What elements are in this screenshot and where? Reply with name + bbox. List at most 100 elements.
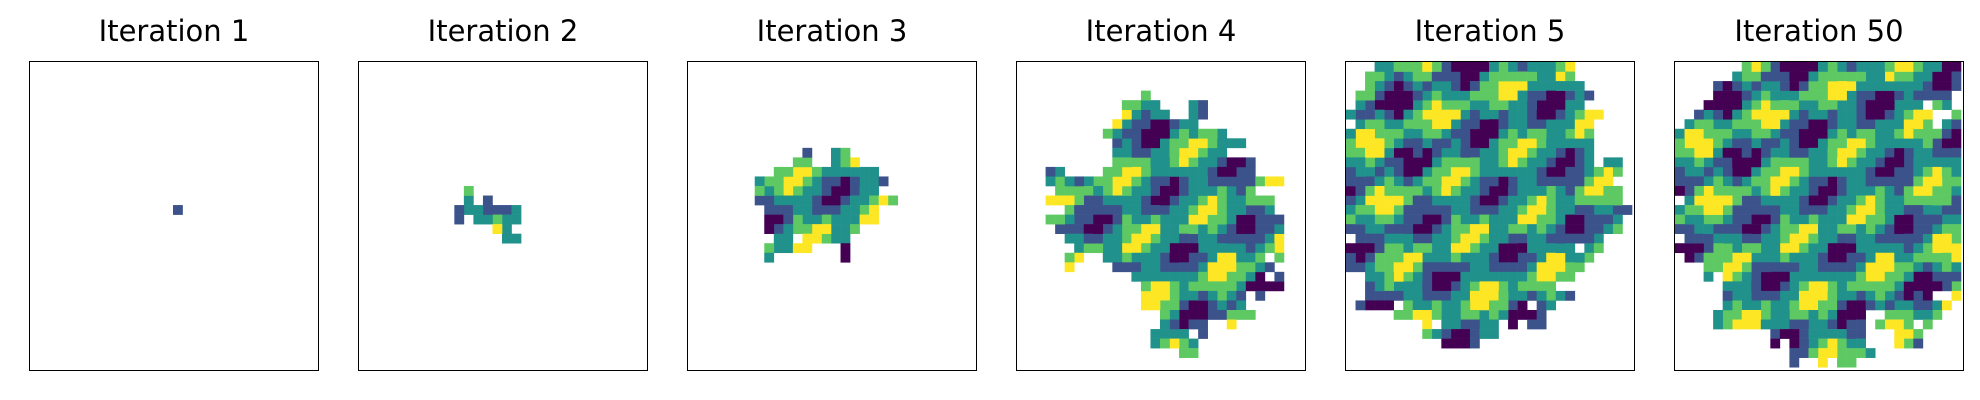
heatmap-cell [1798, 262, 1809, 273]
heatmap-cell [1694, 233, 1704, 244]
heatmap-cell [1236, 166, 1247, 177]
heatmap-cell [1226, 262, 1237, 273]
heatmap-cell [1779, 214, 1790, 225]
heatmap-cell [1732, 300, 1743, 311]
heatmap-cell [1441, 271, 1452, 282]
heatmap-cell [1450, 157, 1461, 168]
heatmap-cell [1489, 205, 1499, 215]
heatmap-cell [1703, 166, 1714, 177]
heatmap-cell [1255, 224, 1266, 234]
heatmap-cell [1789, 233, 1800, 244]
heatmap-cell [1179, 185, 1189, 196]
heatmap-cell [1236, 262, 1247, 273]
heatmap-cell [1422, 309, 1433, 320]
heatmap-cell [811, 205, 822, 215]
heatmap-cell [1460, 195, 1471, 206]
heatmap-cell [1808, 309, 1819, 320]
heatmap-cell [1508, 185, 1518, 196]
heatmap-cell [1441, 100, 1452, 110]
heatmap-cell [1412, 166, 1423, 177]
heatmap-cell [1160, 271, 1170, 282]
heatmap-cell [1770, 195, 1781, 206]
heatmap-cell [1818, 81, 1828, 91]
heatmap-cell [1160, 185, 1170, 196]
heatmap-cell [1422, 300, 1433, 311]
heatmap-cell [1932, 166, 1943, 177]
heatmap-cell [1798, 166, 1809, 177]
heatmap-cell [1913, 309, 1924, 320]
heatmap-cell [1384, 290, 1394, 301]
heatmap-cell [1894, 62, 1905, 72]
heatmap-cell [1827, 128, 1838, 139]
heatmap-cell [1264, 262, 1275, 273]
heatmap-cell [792, 243, 803, 254]
heatmap-cell [1160, 157, 1170, 168]
heatmap-cell [1179, 128, 1189, 139]
heatmap-cell [1102, 233, 1113, 244]
heatmap-cell [1102, 176, 1113, 187]
heatmap-cell [1922, 157, 1933, 168]
heatmap-cell [1479, 262, 1490, 273]
heatmap-cell [1460, 109, 1471, 120]
heatmap-cell [1913, 71, 1924, 82]
heatmap-cell [1441, 319, 1452, 330]
heatmap-cell [1798, 243, 1809, 254]
heatmap-cell [1555, 109, 1566, 120]
heatmap-cell [1894, 319, 1905, 330]
heatmap-cell [1469, 329, 1480, 339]
heatmap-cell [1226, 205, 1237, 215]
heatmap-cell [1422, 119, 1433, 130]
heatmap-cell [1789, 300, 1800, 311]
heatmap-cell [1865, 300, 1876, 311]
heatmap-cell [1460, 224, 1471, 234]
heatmap-cell [1865, 71, 1876, 82]
heatmap-cell [1903, 309, 1914, 320]
heatmap-cell [1913, 252, 1924, 263]
heatmap-cell [1207, 214, 1218, 225]
heatmap-cell [1837, 357, 1847, 368]
heatmap-cell [1555, 62, 1566, 72]
heatmap-cell [1508, 166, 1518, 177]
heatmap-cell [1884, 262, 1895, 273]
heatmap-cell [1441, 205, 1452, 215]
heatmap-cell [1188, 128, 1199, 139]
heatmap-cell [1384, 185, 1394, 196]
heatmap-cell [1837, 147, 1847, 158]
heatmap-cell [1565, 185, 1576, 196]
heatmap-cell [1169, 329, 1180, 339]
heatmap-cell [1508, 224, 1518, 234]
heatmap-cell [1789, 128, 1800, 139]
heatmap-cell [1770, 319, 1781, 330]
heatmap-cell [1612, 185, 1623, 196]
heatmap-cell [1431, 147, 1442, 158]
heatmap-cell [1932, 195, 1943, 206]
heatmap-cell [1365, 224, 1375, 234]
heatmap-cell [1198, 128, 1208, 139]
heatmap-cell [1527, 81, 1537, 91]
heatmap-cell [1846, 252, 1857, 263]
heatmap-cell [1198, 300, 1208, 311]
heatmap-cell [1365, 290, 1375, 301]
heatmap-cell [1751, 62, 1762, 72]
heatmap-cell [1255, 281, 1266, 292]
heatmap-cell [1951, 166, 1962, 177]
heatmap-cell [1818, 71, 1828, 82]
heatmap-cell [1460, 185, 1471, 196]
heatmap-cell [1760, 233, 1771, 244]
heatmap-cell [1450, 71, 1461, 82]
heatmap-cell [1555, 119, 1566, 130]
heatmap-cell [1403, 157, 1414, 168]
heatmap-cell [1450, 100, 1461, 110]
heatmap-cell [1713, 157, 1723, 168]
heatmap-cell [1083, 195, 1094, 206]
heatmap-cell [1489, 81, 1499, 91]
heatmap-cell [1922, 176, 1933, 187]
heatmap-cell [1865, 233, 1876, 244]
heatmap-cell [1741, 157, 1752, 168]
heatmap-cell [1469, 166, 1480, 177]
heatmap-cell [1403, 214, 1414, 225]
heatmap-cell [1431, 281, 1442, 292]
heatmap-cell [1384, 90, 1394, 101]
heatmap-cell [1074, 176, 1085, 187]
heatmap-cell [1365, 157, 1375, 168]
